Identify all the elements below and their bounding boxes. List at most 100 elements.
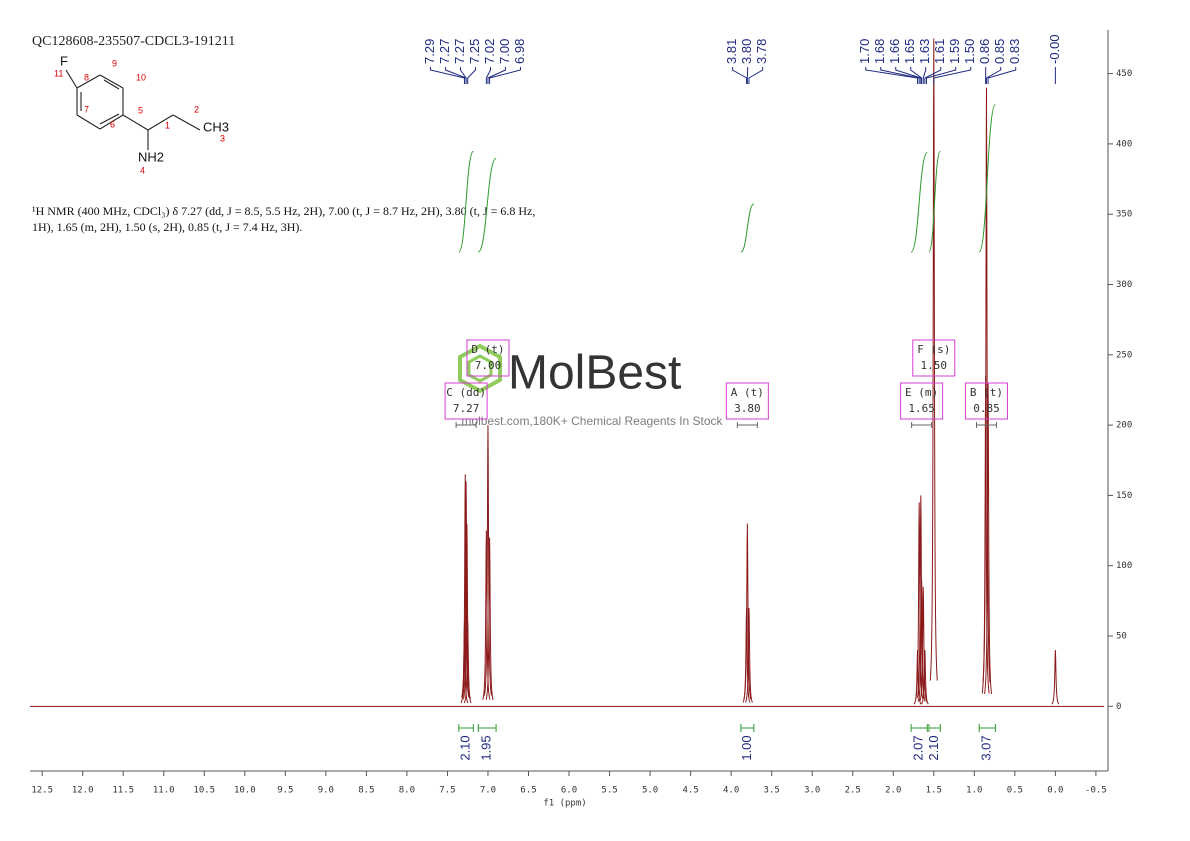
peak-label: 7.02: [482, 39, 497, 64]
y-tick-label: 150: [1116, 491, 1132, 501]
chart-title: QC128608-235507-CDCL3-191211: [32, 34, 235, 49]
multiplet-box: [900, 382, 944, 420]
multiplet-name: B (t): [970, 386, 1003, 399]
atom-number: 10: [136, 72, 146, 82]
watermark-logo: MolBest: [508, 347, 681, 400]
peak: [917, 579, 926, 702]
x-tick-label: 7.0: [480, 786, 496, 796]
integral-label: 3.07: [979, 735, 994, 760]
peak-label-connector: [489, 67, 521, 84]
multiplet-shift: 1.65: [908, 402, 935, 415]
multiplet-shift: 1.50: [921, 359, 948, 372]
x-tick-label: 11.0: [153, 786, 175, 796]
peak-label-connector: [429, 67, 465, 84]
multiplet-bracket: [736, 422, 758, 428]
bond: [122, 114, 149, 131]
peak: [463, 621, 472, 704]
peak-label-connector: [487, 67, 506, 84]
peak-label: 1.61: [932, 39, 947, 64]
integral-bracket: [458, 724, 474, 732]
peak-label: -0.00: [1047, 34, 1062, 64]
y-tick-label: 200: [1116, 421, 1132, 431]
multiplet-bracket: [975, 422, 997, 428]
x-tick-label: 6.0: [561, 786, 577, 796]
atom-number: 2: [194, 104, 199, 114]
atom: NH2: [138, 149, 164, 164]
peak-label-connector: [925, 67, 957, 84]
y-tick-label: 400: [1116, 139, 1132, 149]
watermark-tagline: molbest.com,180K+ Chemical Reagents In S…: [461, 414, 723, 428]
x-tick-label: 3.5: [764, 786, 780, 796]
integral-label: 2.10: [926, 735, 941, 760]
integral-bracket: [740, 724, 755, 732]
watermark: MolBest molbest.com,180K+ Chemical Reage…: [458, 343, 724, 428]
bond: [76, 114, 101, 130]
x-tick-label: 2.5: [845, 786, 861, 796]
peak-label-connector: [922, 67, 927, 84]
peak: [1051, 650, 1060, 705]
atom: F: [60, 53, 68, 68]
y-tick-label: 450: [1116, 69, 1132, 79]
peak-label-connector: [924, 67, 942, 84]
x-tick-label: 5.0: [642, 786, 658, 796]
peak: [743, 523, 752, 700]
y-tick-label: 100: [1116, 561, 1132, 571]
peak-label: 1.70: [857, 39, 872, 64]
x-tick-label: 7.5: [439, 786, 455, 796]
atom-number: 9: [112, 58, 117, 68]
peak-label-connector: [748, 67, 764, 84]
atom-number: 8: [84, 72, 89, 82]
multiplet-box: [466, 339, 510, 377]
x-tick-label: 8.5: [358, 786, 374, 796]
integral-curve: [910, 152, 928, 253]
integral-curve: [928, 150, 941, 253]
multiplet-name: C (dd): [446, 386, 486, 399]
peak-label: 7.27: [437, 39, 452, 64]
peak-label: 3.78: [754, 39, 769, 64]
x-tick-label: 5.5: [601, 786, 617, 796]
integral-curve: [978, 104, 996, 253]
peak: [982, 87, 991, 683]
peak-label: 1.50: [962, 39, 977, 64]
bond: [65, 69, 78, 89]
logo-hexagon: [458, 343, 502, 394]
y-tick-label: 350: [1116, 210, 1132, 220]
multiplet-box: [725, 382, 769, 420]
peak-label-connector: [910, 67, 923, 84]
y-tick-label: 300: [1116, 280, 1132, 290]
peak-label: 1.63: [917, 39, 932, 64]
peak: [919, 586, 928, 702]
multiplet-bracket: [455, 422, 477, 428]
peak-label-connector: [865, 67, 919, 84]
integral-label: 2.07: [911, 735, 926, 760]
peak-label: 3.80: [739, 39, 754, 64]
multiplet-shift: 7.27: [453, 402, 480, 415]
x-tick-label: 1.0: [966, 786, 982, 796]
atom-number: 1: [165, 120, 170, 130]
multiplet-name: E (m): [905, 386, 938, 399]
description: 1H), 1.65 (m, 2H), 1.50 (s, 2H), 0.85 (t…: [32, 220, 302, 234]
multiplet-name: F (s): [917, 343, 950, 356]
description: ¹H NMR (400 MHz, CDCl₃) δ 7.27 (dd, J = …: [32, 204, 535, 218]
multiplet-name: A (t): [731, 386, 764, 399]
integral-label: 1.95: [479, 735, 494, 760]
atom-number: 4: [140, 165, 145, 175]
peak-label: 1.66: [887, 39, 902, 64]
multiplet-box: [964, 382, 1008, 420]
peak: [745, 607, 753, 703]
multiplet-box: [444, 382, 488, 420]
peak: [482, 530, 491, 700]
peak-label-connector: [933, 67, 972, 84]
atom-number: 3: [220, 133, 225, 143]
atom: CH3: [203, 119, 229, 134]
x-tick-label: 11.5: [112, 786, 134, 796]
y-tick-label: 250: [1116, 350, 1132, 360]
x-tick-label: 10.0: [234, 786, 256, 796]
integral-bracket: [978, 724, 996, 732]
structure: [65, 69, 201, 150]
atom-number: 6: [110, 119, 115, 129]
logo-hexagon: [467, 354, 493, 383]
x-tick-label: 12.5: [31, 786, 53, 796]
bond: [147, 114, 174, 131]
